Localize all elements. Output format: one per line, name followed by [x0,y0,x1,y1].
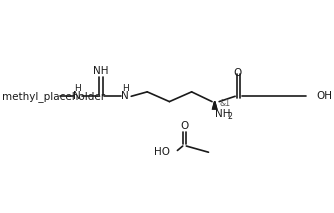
Text: NH: NH [93,66,109,76]
Text: N: N [73,91,81,101]
Text: methyl_placeholder: methyl_placeholder [2,91,105,102]
Polygon shape [212,102,218,110]
Text: &1: &1 [219,99,230,108]
Text: O: O [180,121,189,131]
Text: O: O [234,68,242,78]
Text: H: H [122,84,128,93]
Text: 2: 2 [227,112,232,121]
Text: OH: OH [317,91,333,101]
Text: N: N [121,91,129,101]
Text: NH: NH [215,109,230,119]
Text: HO: HO [154,147,170,157]
Text: H: H [74,84,80,93]
